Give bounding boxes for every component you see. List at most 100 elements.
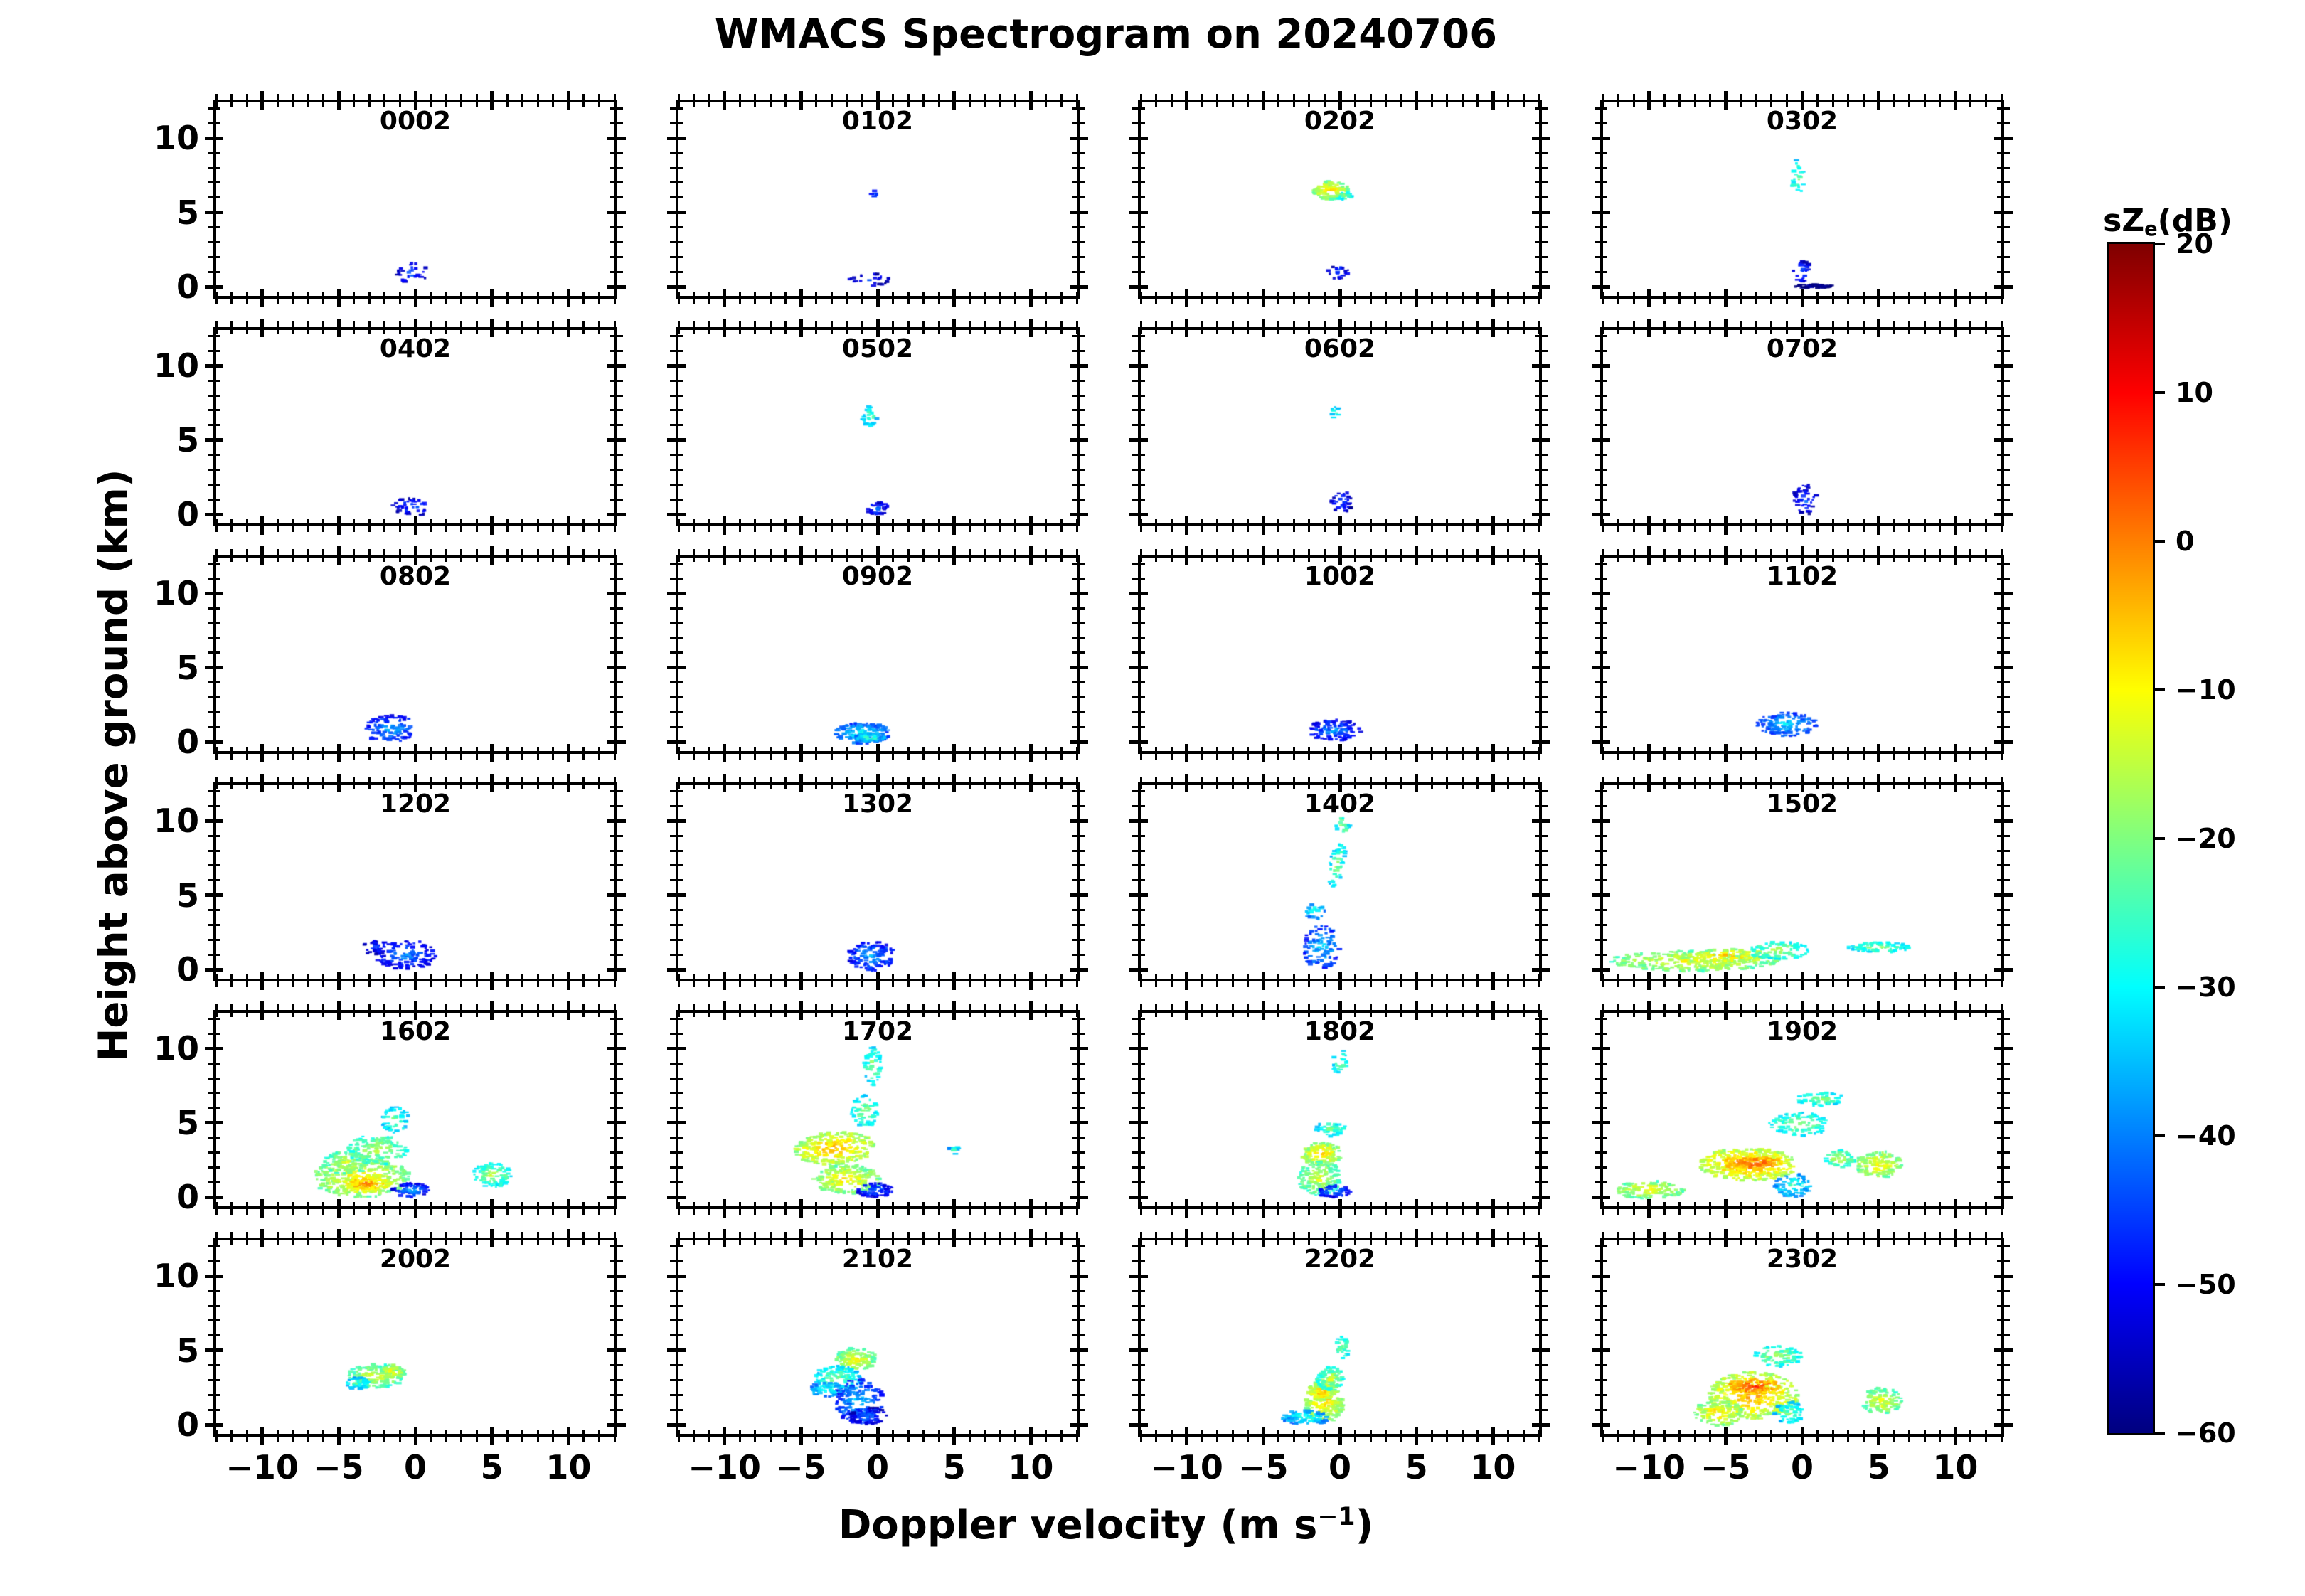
y-tick bbox=[1595, 1319, 1607, 1322]
x-tick bbox=[506, 1232, 509, 1245]
x-tick bbox=[1632, 549, 1635, 562]
y-tick bbox=[607, 136, 626, 140]
x-tick bbox=[892, 94, 895, 107]
x-tick bbox=[413, 1229, 417, 1247]
x-tick bbox=[597, 1430, 600, 1442]
x-tick bbox=[723, 1001, 727, 1020]
x-tick bbox=[536, 292, 539, 304]
y-tick bbox=[1072, 1077, 1085, 1080]
x-tick bbox=[460, 1004, 463, 1017]
x-tick bbox=[815, 519, 818, 532]
x-tick bbox=[922, 519, 925, 532]
y-tick-label: 5 bbox=[176, 193, 199, 232]
y-tick bbox=[1132, 577, 1145, 580]
y-tick bbox=[208, 1409, 220, 1412]
x-tick bbox=[398, 94, 401, 107]
y-tick bbox=[1132, 879, 1145, 882]
y-tick bbox=[670, 711, 683, 714]
x-tick bbox=[1216, 1430, 1219, 1442]
y-tick bbox=[1532, 136, 1550, 140]
x-tick bbox=[861, 94, 863, 107]
x-tick bbox=[1491, 516, 1495, 535]
x-tick bbox=[1292, 292, 1295, 304]
x-tick bbox=[1770, 1202, 1773, 1215]
x-tick bbox=[1632, 1430, 1635, 1442]
y-tick bbox=[1595, 349, 1607, 352]
x-tick bbox=[1045, 974, 1048, 987]
x-tick bbox=[1369, 777, 1372, 789]
x-tick bbox=[336, 319, 341, 337]
x-tick bbox=[2000, 549, 2003, 562]
x-tick bbox=[445, 519, 447, 532]
y-tick bbox=[610, 1092, 623, 1095]
x-tick bbox=[460, 1232, 463, 1245]
x-tick bbox=[1247, 292, 1250, 304]
x-tick bbox=[846, 549, 848, 562]
x-tick bbox=[353, 1202, 356, 1215]
y-tick bbox=[670, 107, 683, 110]
x-tick bbox=[1617, 777, 1620, 789]
y-tick bbox=[1595, 1289, 1607, 1292]
y-tick bbox=[610, 1137, 623, 1139]
y-tick bbox=[1997, 1364, 2010, 1367]
panel-time-label: 0002 bbox=[379, 107, 452, 136]
y-tick bbox=[670, 454, 683, 457]
x-tick bbox=[1400, 292, 1402, 304]
x-tick bbox=[799, 289, 803, 307]
y-tick bbox=[1129, 512, 1148, 516]
y-tick bbox=[1072, 107, 1085, 110]
x-tick bbox=[430, 519, 432, 532]
x-tick bbox=[413, 91, 417, 110]
y-tick bbox=[208, 651, 220, 654]
x-tick bbox=[830, 747, 833, 760]
spectrogram-canvas bbox=[216, 558, 614, 751]
y-tick bbox=[670, 1364, 683, 1367]
y-tick bbox=[1994, 819, 2013, 823]
x-tick bbox=[1446, 974, 1449, 987]
y-tick bbox=[1070, 136, 1088, 140]
x-tick bbox=[430, 974, 432, 987]
spectrogram-canvas bbox=[678, 102, 1077, 296]
x-tick bbox=[677, 321, 680, 334]
x-tick bbox=[1693, 94, 1696, 107]
x-tick bbox=[799, 1427, 803, 1445]
x-tick bbox=[1170, 777, 1173, 789]
x-tick bbox=[1292, 747, 1295, 760]
x-tick bbox=[307, 1004, 309, 1017]
x-tick bbox=[307, 747, 309, 760]
y-tick bbox=[667, 1195, 686, 1199]
x-tick bbox=[815, 1232, 818, 1245]
x-tick-label: 5 bbox=[1405, 1448, 1428, 1486]
x-tick bbox=[784, 1004, 787, 1017]
x-tick-label: 5 bbox=[480, 1448, 504, 1486]
x-tick bbox=[1785, 549, 1788, 562]
x-tick bbox=[1617, 1004, 1620, 1017]
x-tick bbox=[2000, 1004, 2003, 1017]
x-tick bbox=[1740, 974, 1742, 987]
y-tick bbox=[610, 1245, 623, 1247]
y-tick bbox=[610, 1409, 623, 1412]
x-tick bbox=[754, 519, 757, 532]
y-tick bbox=[208, 1394, 220, 1397]
x-tick bbox=[1308, 549, 1311, 562]
spectrogram-canvas bbox=[1603, 785, 2001, 979]
x-tick bbox=[1075, 1430, 1078, 1442]
y-tick bbox=[1129, 819, 1148, 823]
x-tick bbox=[1723, 546, 1728, 565]
x-tick bbox=[708, 1004, 710, 1017]
x-tick bbox=[1877, 1427, 1881, 1445]
x-tick bbox=[1400, 1004, 1402, 1017]
x-tick bbox=[999, 1202, 1001, 1215]
y-tick bbox=[208, 394, 220, 397]
x-tick bbox=[1277, 1232, 1280, 1245]
y-tick bbox=[1595, 409, 1607, 412]
x-tick bbox=[1170, 519, 1173, 532]
x-tick bbox=[1415, 1229, 1419, 1247]
x-tick bbox=[1461, 94, 1464, 107]
y-tick bbox=[670, 409, 683, 412]
y-tick bbox=[1072, 607, 1085, 610]
x-tick bbox=[1663, 777, 1666, 789]
x-tick bbox=[1323, 1202, 1326, 1215]
x-tick bbox=[552, 94, 555, 107]
x-tick bbox=[754, 549, 757, 562]
